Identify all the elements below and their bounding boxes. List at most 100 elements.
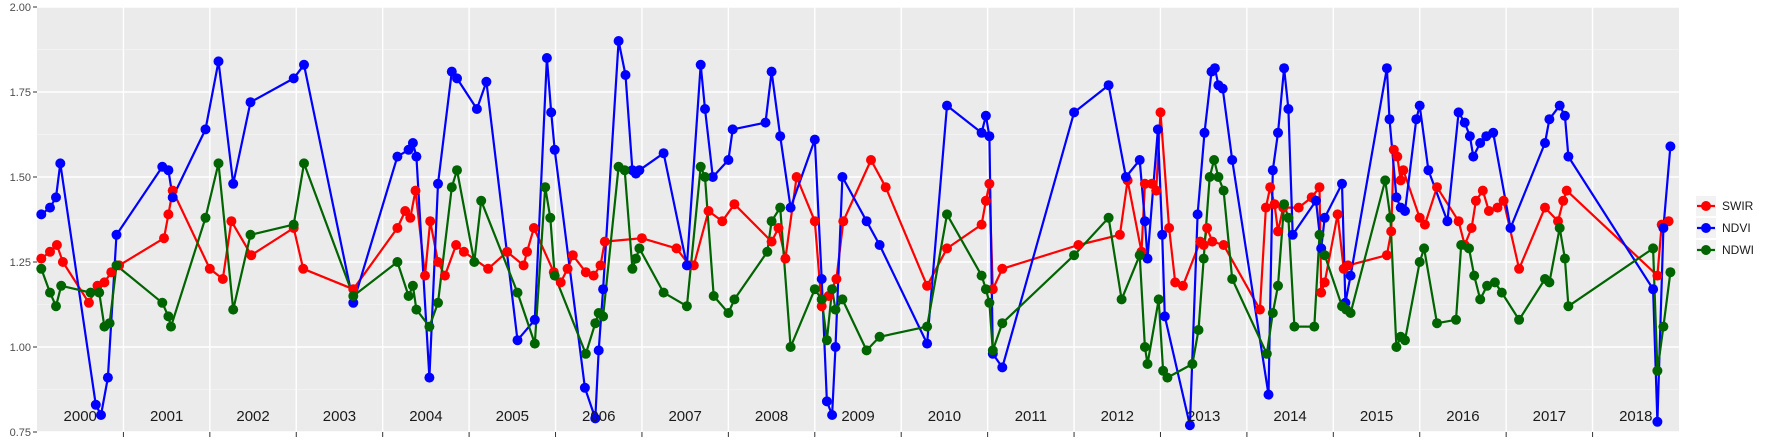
axes: 0.75 1.00 1.25 1.50 1.75 2.00 bbox=[10, 2, 1594, 439]
data-point-ndwi bbox=[403, 291, 414, 301]
data-point-ndwi bbox=[111, 260, 122, 271]
data-point-swir bbox=[809, 216, 820, 227]
data-point-swir bbox=[1198, 240, 1209, 250]
data-point-ndwi bbox=[1213, 172, 1224, 182]
data-point-swir bbox=[866, 155, 876, 165]
data-point-swir bbox=[528, 223, 539, 233]
year-label: 2009 bbox=[841, 408, 874, 425]
data-point-ndvi bbox=[1157, 229, 1168, 240]
data-point-ndvi bbox=[1400, 206, 1410, 216]
data-point-ndvi bbox=[593, 345, 604, 356]
data-point-swir bbox=[1269, 199, 1280, 210]
data-point-ndvi bbox=[837, 172, 848, 182]
series-line-ndwi bbox=[40, 158, 1672, 379]
data-point-swir bbox=[1332, 209, 1343, 220]
data-point-swir bbox=[1663, 216, 1674, 227]
data-point-ndwi bbox=[809, 284, 820, 295]
data-point-swir bbox=[483, 263, 494, 274]
data-point-swir bbox=[1470, 195, 1481, 206]
data-point-ndwi bbox=[1464, 243, 1474, 254]
data-point-ndwi bbox=[766, 216, 777, 227]
data-point-ndvi bbox=[1459, 117, 1470, 128]
data-point-swir bbox=[45, 246, 55, 257]
year-label: 2010 bbox=[928, 408, 961, 425]
data-point-swir bbox=[1483, 206, 1494, 216]
data-point-ndwi bbox=[1385, 212, 1396, 223]
data-point-ndwi bbox=[700, 172, 710, 182]
legend-point-ndwi bbox=[1701, 245, 1711, 255]
data-point-ndvi bbox=[1283, 104, 1294, 114]
data-point-ndwi bbox=[1345, 308, 1356, 318]
data-point-ndvi bbox=[658, 148, 669, 159]
data-point-ndvi bbox=[541, 53, 552, 63]
data-point-ndvi bbox=[727, 124, 738, 135]
data-point-ndwi bbox=[1162, 372, 1173, 383]
series-layer bbox=[36, 36, 1676, 431]
data-point-ndvi bbox=[90, 399, 101, 410]
data-point-ndvi bbox=[1227, 155, 1238, 165]
data-point-ndwi bbox=[658, 287, 669, 298]
data-point-ndvi bbox=[1453, 107, 1464, 118]
data-point-swir bbox=[562, 263, 573, 274]
year-label: 2016 bbox=[1446, 408, 1479, 425]
data-point-ndvi bbox=[980, 110, 991, 121]
data-point-ndvi bbox=[1464, 131, 1475, 142]
data-point-ndwi bbox=[299, 158, 309, 169]
data-point-ndvi bbox=[1337, 178, 1347, 189]
data-point-ndvi bbox=[976, 127, 987, 138]
data-point-ndvi bbox=[827, 410, 838, 420]
data-point-ndvi bbox=[407, 138, 418, 148]
data-point-ndwi bbox=[407, 280, 418, 291]
data-point-ndvi bbox=[1263, 389, 1274, 400]
data-point-ndwi bbox=[619, 165, 630, 176]
data-point-swir bbox=[1319, 277, 1330, 288]
data-point-ndwi bbox=[1139, 342, 1150, 352]
y-tick-label: 1.00 bbox=[10, 342, 31, 354]
data-point-ndvi bbox=[1391, 192, 1402, 203]
data-point-ndvi bbox=[874, 240, 885, 250]
data-point-ndvi bbox=[45, 202, 55, 213]
data-point-ndwi bbox=[922, 321, 933, 332]
year-label: 2011 bbox=[1015, 408, 1047, 425]
data-point-swir bbox=[976, 219, 987, 230]
data-point-ndwi bbox=[411, 304, 422, 315]
data-point-swir bbox=[766, 236, 777, 247]
data-point-ndwi bbox=[545, 212, 556, 223]
data-point-ndvi bbox=[288, 73, 299, 84]
data-point-swir bbox=[1652, 270, 1663, 281]
data-point-ndvi bbox=[424, 372, 435, 383]
year-label: 2006 bbox=[582, 408, 615, 425]
data-point-ndvi bbox=[922, 338, 933, 349]
data-point-swir bbox=[518, 260, 529, 271]
data-point-ndvi bbox=[1273, 127, 1283, 138]
legend-label-ndwi: NDWI bbox=[1722, 243, 1754, 257]
data-point-ndwi bbox=[163, 311, 174, 322]
data-point-ndwi bbox=[540, 182, 551, 193]
data-point-ndwi bbox=[816, 294, 827, 305]
data-point-ndwi bbox=[1261, 348, 1272, 359]
data-point-swir bbox=[1314, 182, 1325, 193]
legend-label-swir: SWIR bbox=[1722, 199, 1754, 213]
data-point-ndwi bbox=[1309, 321, 1320, 332]
data-point-swir bbox=[880, 182, 891, 193]
data-point-swir bbox=[51, 240, 62, 250]
data-point-ndvi bbox=[997, 362, 1008, 373]
data-point-ndwi bbox=[1559, 253, 1570, 264]
data-point-ndwi bbox=[1153, 294, 1164, 305]
data-point-swir bbox=[246, 250, 257, 261]
data-point-ndwi bbox=[1665, 267, 1676, 278]
data-point-ndwi bbox=[874, 331, 885, 342]
data-point-swir bbox=[595, 260, 606, 271]
data-point-swir bbox=[942, 243, 952, 254]
data-point-swir bbox=[1561, 185, 1572, 196]
data-point-ndvi bbox=[809, 134, 820, 145]
legend-point-ndvi bbox=[1701, 223, 1711, 233]
data-point-ndwi bbox=[1209, 155, 1220, 165]
data-point-ndwi bbox=[1652, 365, 1663, 376]
data-point-ndvi bbox=[1192, 209, 1203, 220]
data-point-swir bbox=[226, 216, 237, 227]
data-point-ndvi bbox=[1554, 100, 1565, 111]
data-point-swir bbox=[1273, 226, 1283, 237]
year-label: 2007 bbox=[668, 408, 701, 425]
